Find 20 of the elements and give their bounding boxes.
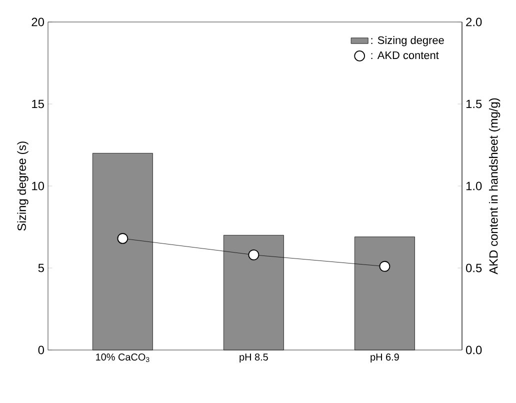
y-tick-label: 20 xyxy=(32,18,44,26)
legend-label: : AKD content xyxy=(371,51,439,60)
y2-tick-label: 1.0 xyxy=(466,182,482,190)
point xyxy=(117,233,128,244)
point xyxy=(379,260,390,272)
y-tick-label: 0 xyxy=(38,346,44,354)
y-tick-label: 15 xyxy=(32,100,44,108)
y-tick-label: 10 xyxy=(32,182,44,190)
point xyxy=(248,249,260,260)
x-tick-label: 10% CaCO$_{3}$ xyxy=(96,354,150,362)
y-axis-title: Sizing degree (s) xyxy=(17,142,28,231)
y-tick-label: 5 xyxy=(38,264,44,272)
legend-label: : Sizing degree xyxy=(371,36,444,46)
y2-tick-label: 0.5 xyxy=(466,264,482,272)
x-tick-label: pH 6.9 xyxy=(370,354,399,363)
y2-tick-label: 0.0 xyxy=(466,346,482,354)
y2-tick-label: 2.0 xyxy=(466,18,482,26)
x-tick-label: pH 8.5 xyxy=(240,354,268,363)
y2-tick-label: 1.5 xyxy=(466,100,482,108)
y2-axis-title: AKD content in handsheet (mg/g) xyxy=(488,98,500,274)
